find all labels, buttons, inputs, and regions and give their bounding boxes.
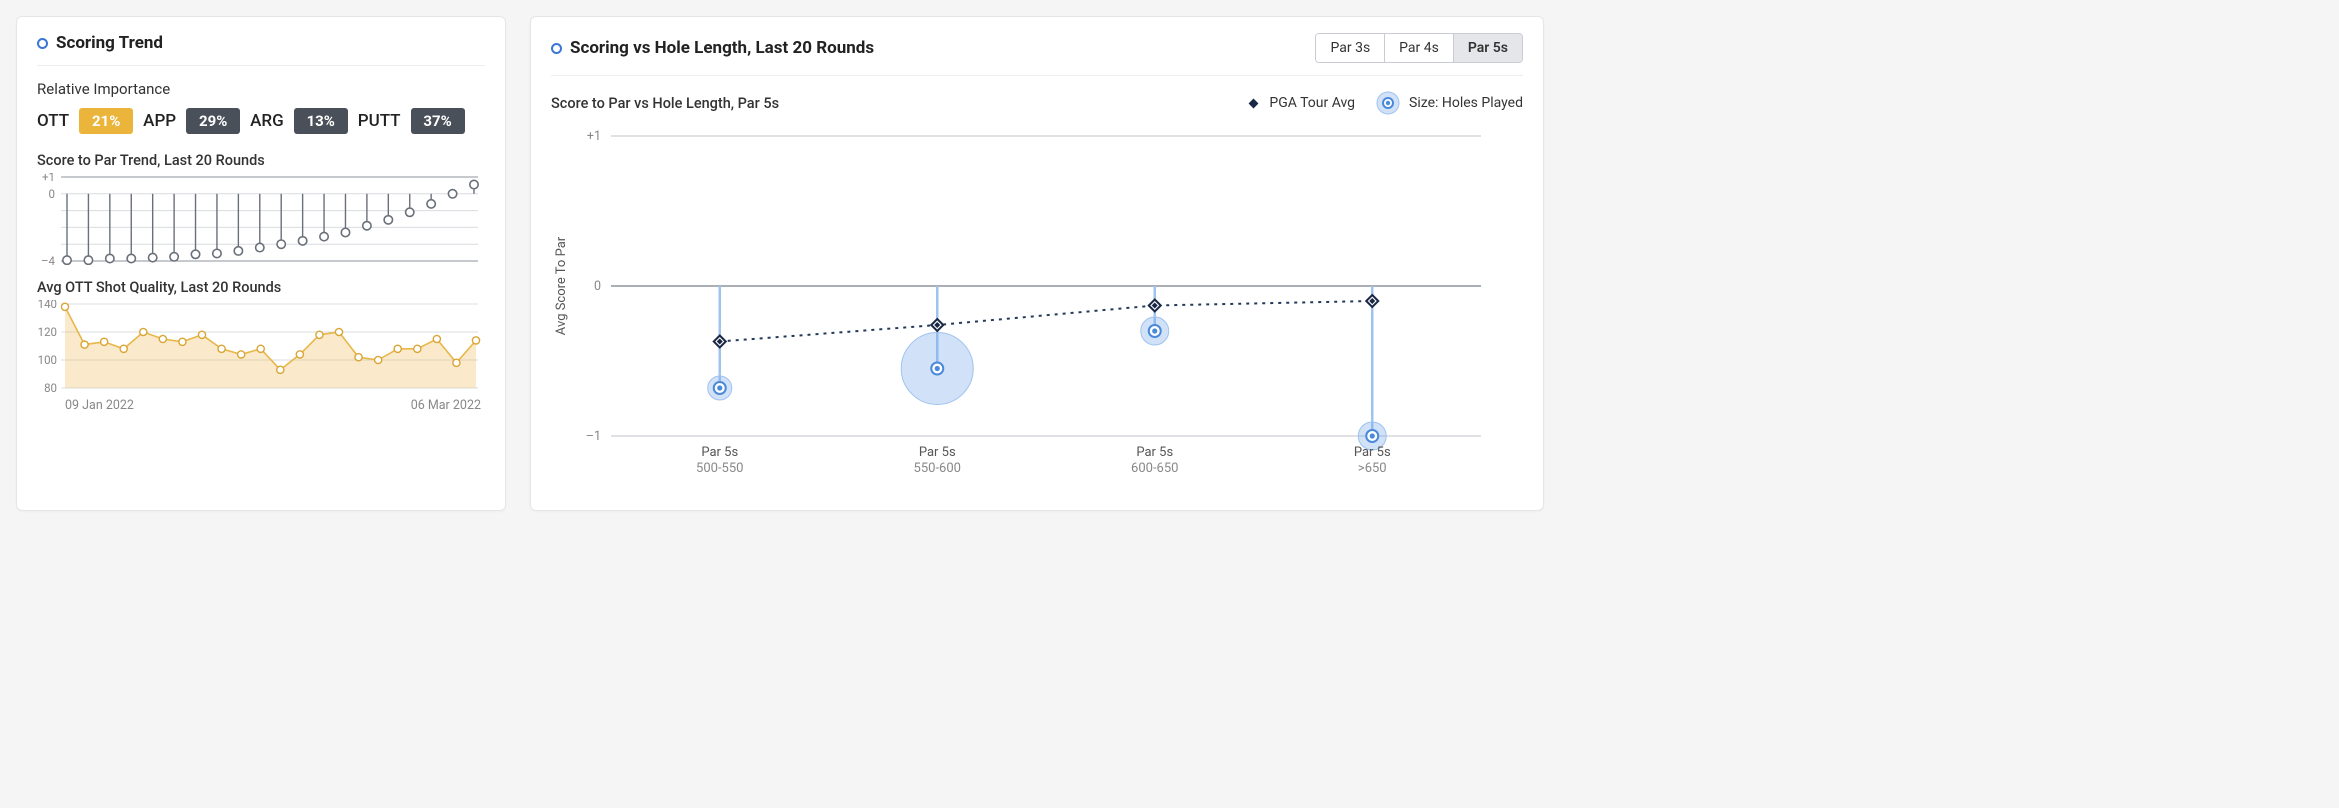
importance-label: Relative Importance	[37, 80, 485, 98]
svg-text:+1: +1	[587, 129, 601, 144]
hole-length-chart: Avg Score To Par+10–1Par 5s500-550Par 5s…	[551, 126, 1523, 490]
importance-row: OTT 21% APP 29% ARG 13% PUTT 37%	[37, 108, 485, 134]
importance-metric-badge: 37%	[411, 108, 465, 134]
svg-text:500-550: 500-550	[696, 461, 743, 476]
svg-text:120: 120	[38, 325, 57, 339]
importance-metric-badge: 13%	[294, 108, 348, 134]
svg-text:Par 5s: Par 5s	[1136, 445, 1173, 460]
date-range: 09 Jan 2022 06 Mar 2022	[37, 396, 485, 413]
legend-pga-label: PGA Tour Avg	[1269, 95, 1355, 111]
svg-text:0: 0	[594, 279, 601, 294]
ring-icon	[551, 43, 562, 54]
legend-pga: PGA Tour Avg	[1245, 95, 1355, 111]
svg-text:Par 5s: Par 5s	[701, 445, 738, 460]
svg-text:600-650: 600-650	[1131, 461, 1178, 476]
score-trend-title: Score to Par Trend, Last 20 Rounds	[37, 152, 485, 169]
importance-metric-label: PUTT	[358, 111, 401, 131]
svg-text:–1: –1	[586, 429, 601, 444]
legend: PGA Tour Avg Size: Holes Played	[1245, 90, 1523, 116]
svg-text:+1: +1	[42, 173, 55, 184]
importance-metric-badge: 29%	[186, 108, 240, 134]
date-end: 06 Mar 2022	[411, 398, 481, 413]
legend-size-label: Size: Holes Played	[1409, 95, 1523, 111]
card-title-text: Scoring Trend	[56, 33, 163, 53]
legend-size: Size: Holes Played	[1375, 90, 1523, 116]
tab-par-5s[interactable]: Par 5s	[1453, 34, 1522, 62]
card-title-text: Scoring vs Hole Length, Last 20 Rounds	[570, 38, 874, 58]
ring-icon	[37, 38, 48, 49]
svg-text:100: 100	[38, 353, 57, 367]
score-trend-chart: +1 0 –4	[37, 173, 485, 269]
svg-text:80: 80	[44, 381, 57, 392]
svg-text:140: 140	[38, 300, 57, 311]
svg-text:Avg Score To Par: Avg Score To Par	[554, 236, 569, 335]
svg-text:Par 5s: Par 5s	[919, 445, 956, 460]
card-header: Scoring vs Hole Length, Last 20 Rounds P…	[551, 33, 1523, 76]
svg-text:–4: –4	[41, 254, 56, 265]
svg-text:550-600: 550-600	[914, 461, 961, 476]
svg-text:>650: >650	[1358, 461, 1387, 476]
importance-metric-label: APP	[143, 111, 176, 131]
card-title: Scoring vs Hole Length, Last 20 Rounds	[551, 38, 874, 58]
ott-quality-chart: 80 100 120 140	[37, 300, 485, 396]
bubble-icon	[1375, 90, 1401, 116]
svg-text:0: 0	[49, 187, 55, 201]
chart-subtitle: Score to Par vs Hole Length, Par 5s	[551, 95, 779, 112]
par-tab-group: Par 3sPar 4sPar 5s	[1315, 33, 1523, 63]
ott-quality-title: Avg OTT Shot Quality, Last 20 Rounds	[37, 279, 485, 296]
date-start: 09 Jan 2022	[65, 398, 134, 413]
importance-metric-badge: 21%	[79, 108, 133, 134]
importance-metric-label: OTT	[37, 111, 69, 131]
scoring-trend-card: Scoring Trend Relative Importance OTT 21%…	[16, 16, 506, 511]
hole-length-card: Scoring vs Hole Length, Last 20 Rounds P…	[530, 16, 1544, 511]
subtitle-row: Score to Par vs Hole Length, Par 5s PGA …	[551, 90, 1523, 116]
card-title: Scoring Trend	[37, 33, 163, 53]
card-header: Scoring Trend	[37, 33, 485, 66]
diamond-icon	[1245, 95, 1261, 111]
svg-text:Par 5s: Par 5s	[1354, 445, 1391, 460]
tab-par-4s[interactable]: Par 4s	[1384, 34, 1453, 62]
importance-metric-label: ARG	[250, 111, 284, 131]
dashboard: Scoring Trend Relative Importance OTT 21%…	[0, 0, 1560, 527]
tab-par-3s[interactable]: Par 3s	[1316, 34, 1384, 62]
